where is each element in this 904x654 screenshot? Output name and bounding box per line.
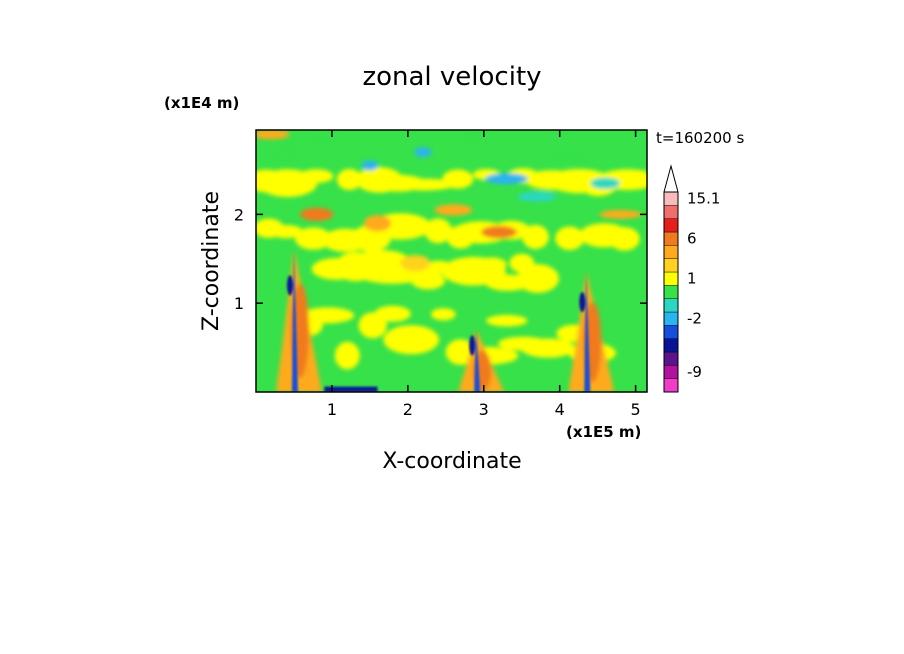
colorbar-swatch [663, 378, 679, 393]
field-patch [299, 169, 334, 184]
field-patch [481, 225, 517, 239]
colorbar-extend-arrow [663, 164, 679, 193]
plume-cold [469, 335, 476, 356]
colorbar-label: -2 [687, 310, 702, 328]
colorbar-swatch [663, 271, 679, 286]
field-patch [374, 305, 411, 322]
field-patch [590, 177, 621, 189]
field-patch [609, 227, 640, 251]
colorbar-swatch [663, 285, 679, 299]
colorbar-swatch [663, 351, 679, 366]
field-patch [486, 314, 528, 327]
field-patch [393, 178, 456, 191]
time-label: t=160200 s [656, 129, 744, 147]
field-patch [434, 204, 473, 216]
chart-title: zonal velocity [362, 62, 541, 92]
colorbar-swatch [663, 365, 679, 379]
plume-jet [584, 272, 591, 392]
plume-jet [474, 329, 481, 392]
field-patch [295, 227, 332, 250]
colorbar-swatch [663, 245, 679, 259]
colorbar-label: 1 [687, 270, 697, 288]
surface-layer [324, 386, 378, 392]
y-axis-label: Z-coordinate [199, 191, 224, 331]
plot-area [256, 130, 647, 392]
colorbar-frame [663, 191, 679, 393]
field-patch [400, 255, 431, 272]
field-patch [383, 325, 440, 355]
field-patch [310, 134, 339, 144]
x-tick-label: 4 [555, 400, 565, 419]
field-patch [442, 169, 474, 189]
colorbar: -9 -2 1 6 15.1 [663, 164, 720, 393]
colorbar-swatch [663, 218, 679, 233]
field-patch [411, 271, 445, 290]
y-axis-ticks: 12 [234, 205, 647, 313]
field-patch [414, 147, 432, 158]
plume-cold [579, 292, 586, 313]
field-patch [334, 341, 360, 370]
field-patch [424, 218, 452, 244]
field-patch [301, 307, 355, 324]
field-patch [267, 147, 298, 157]
field-patch [300, 207, 334, 221]
field-patch [463, 130, 489, 142]
colorbar-swatch [663, 231, 679, 246]
plot-frame [255, 129, 648, 393]
field-patch [555, 226, 584, 251]
field-patch [516, 264, 560, 293]
plume-cold [287, 275, 293, 296]
x-axis-label: X-coordinate [382, 449, 521, 474]
x-tick-label: 3 [479, 400, 489, 419]
field-patch [256, 130, 290, 140]
colorbar-swatch [663, 298, 679, 313]
x-tick-label: 5 [631, 400, 641, 419]
field-patch [476, 257, 507, 272]
field-patch [336, 168, 362, 191]
field-patch [363, 215, 392, 232]
x-unit-label: (x1E5 m) [566, 423, 641, 441]
colorbar-swatch [663, 205, 679, 219]
field-patch [430, 308, 456, 321]
field-patch [599, 210, 642, 219]
colorbar-swatch [663, 325, 679, 339]
field-patch [551, 149, 583, 164]
field-patch [361, 160, 379, 171]
colorbar-swatch [663, 191, 679, 206]
colorbar-swatch [663, 338, 679, 353]
field-patch [517, 191, 557, 202]
colorbar-label: -9 [687, 363, 702, 381]
colorbar-label: 15.1 [687, 190, 720, 208]
field-patch [521, 338, 575, 358]
x-axis-ticks: 1 2 3 4 5 [327, 130, 641, 419]
y-tick-label: 2 [234, 205, 244, 224]
plume-jet [291, 249, 298, 392]
x-tick-label: 1 [327, 400, 337, 419]
colorbar-swatch [663, 311, 679, 326]
field-patch [270, 225, 303, 239]
y-tick-label: 1 [234, 294, 244, 313]
colorbar-swatch [663, 258, 679, 273]
velocity-field [256, 130, 647, 392]
y-unit-label: (x1E4 m) [164, 94, 239, 112]
field-patch [484, 173, 529, 185]
x-tick-label: 2 [403, 400, 413, 419]
field-patch [522, 224, 549, 250]
colorbar-label: 6 [687, 230, 697, 248]
